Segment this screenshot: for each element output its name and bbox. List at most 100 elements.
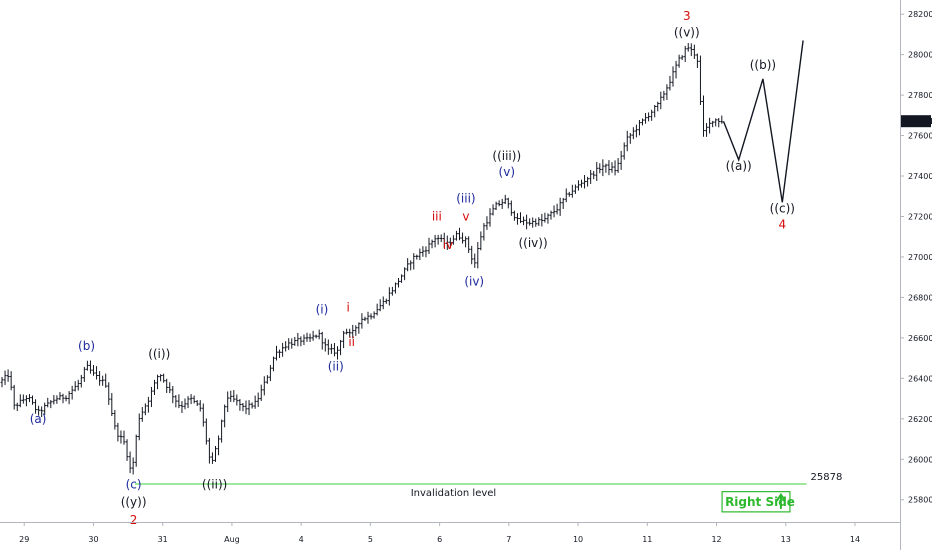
ohlc-bar bbox=[561, 197, 565, 209]
ohlc-bar bbox=[296, 332, 300, 347]
ohlc-bar bbox=[302, 334, 306, 346]
wave-label: 3 bbox=[683, 9, 691, 23]
ohlc-bar bbox=[326, 339, 330, 355]
ohlc-bar bbox=[601, 159, 605, 177]
ohlc-bar bbox=[25, 395, 28, 407]
ohlc-bar bbox=[143, 403, 147, 416]
ohlc-bar bbox=[308, 333, 312, 342]
ohlc-bar bbox=[543, 212, 547, 223]
ohlc-bar bbox=[79, 374, 83, 388]
ohlc-bar bbox=[189, 394, 193, 405]
ohlc-bar bbox=[711, 120, 715, 128]
ohlc-bar bbox=[256, 392, 260, 407]
ohlc-bar bbox=[439, 234, 443, 243]
wave-label: ((ii)) bbox=[202, 478, 227, 492]
wave-label: (a) bbox=[30, 412, 47, 426]
ohlc-bar bbox=[131, 457, 135, 475]
ohlc-bar bbox=[110, 393, 114, 417]
invalidation-label: Invalidation level bbox=[411, 488, 496, 499]
ohlc-bar bbox=[70, 385, 74, 400]
ohlc-bar bbox=[421, 246, 425, 257]
x-tick-label: 29 bbox=[19, 535, 29, 544]
ohlc-bar bbox=[445, 235, 449, 251]
ohlc-bar bbox=[662, 90, 666, 101]
ohlc-bar bbox=[363, 316, 367, 322]
ohlc-bar bbox=[430, 239, 434, 249]
ohlc-bar bbox=[116, 422, 120, 442]
ohlc-bar bbox=[21, 394, 25, 404]
ohlc-bar bbox=[281, 342, 284, 357]
wave-label: ((y)) bbox=[121, 495, 147, 509]
ohlc-bar bbox=[278, 349, 281, 358]
ohlc-bar bbox=[86, 360, 89, 371]
wave-label: ((i)) bbox=[148, 347, 170, 361]
ohlc-bar bbox=[549, 210, 553, 220]
wave-label: (i) bbox=[316, 303, 329, 317]
y-tick-label: 26200 bbox=[908, 415, 932, 424]
wave-label: (iii) bbox=[456, 191, 475, 205]
ohlc-bar bbox=[214, 445, 217, 462]
ohlc-bar bbox=[394, 282, 397, 294]
ohlc-bar bbox=[284, 341, 288, 352]
ohlc-bar bbox=[73, 381, 77, 392]
wave-label: ((b)) bbox=[750, 58, 776, 72]
ohlc-bar bbox=[162, 373, 166, 383]
ohlc-bar bbox=[589, 169, 593, 184]
ohlc-bar bbox=[12, 384, 16, 410]
ohlc-bar bbox=[631, 127, 635, 140]
ohlc-bar bbox=[448, 237, 452, 249]
ohlc-bar bbox=[311, 330, 315, 341]
ohlc-bar bbox=[686, 42, 690, 52]
ohlc-bar bbox=[323, 338, 327, 352]
ohlc-bar bbox=[546, 213, 550, 224]
ohlc-bar bbox=[357, 322, 361, 334]
ohlc-bar bbox=[506, 197, 510, 209]
ohlc-bar bbox=[366, 311, 370, 324]
ohlc-bar bbox=[433, 234, 437, 248]
ohlc-bar bbox=[552, 205, 556, 218]
ohlc-bar bbox=[400, 274, 403, 283]
ohlc-bar bbox=[247, 400, 251, 416]
ohlc-bar bbox=[220, 419, 223, 443]
ohlc-bar bbox=[610, 162, 614, 173]
ohlc-bar bbox=[336, 346, 339, 360]
ohlc-bar bbox=[265, 375, 269, 384]
ohlc-bar bbox=[348, 328, 352, 338]
ohlc-bar bbox=[98, 371, 101, 386]
wave-label: ((iv)) bbox=[518, 236, 547, 250]
ohlc-bar bbox=[125, 439, 129, 461]
ohlc-bar bbox=[555, 203, 559, 215]
ohlc-bar bbox=[387, 287, 391, 306]
ohlc-bar bbox=[61, 393, 65, 404]
y-tick-label: 27200 bbox=[908, 212, 932, 221]
ohlc-bar bbox=[183, 398, 187, 410]
ohlc-bar bbox=[583, 175, 586, 189]
wave-label: ((a)) bbox=[726, 159, 752, 173]
ohlc-bar bbox=[360, 313, 364, 329]
ohlc-bar bbox=[720, 115, 724, 124]
ohlc-bar bbox=[305, 332, 309, 342]
ohlc-bar bbox=[570, 184, 574, 198]
ohlc-bar bbox=[528, 218, 532, 226]
ohlc-bar bbox=[717, 118, 721, 128]
ohlc-bar bbox=[540, 213, 544, 227]
ohlc-bar bbox=[427, 237, 431, 255]
ohlc-bar bbox=[677, 54, 681, 68]
ohlc-bar bbox=[317, 329, 321, 340]
ohlc-bar bbox=[625, 130, 629, 152]
ohlc-bar bbox=[696, 53, 699, 69]
ohlc-bar bbox=[241, 403, 245, 412]
ohlc-bar bbox=[452, 235, 455, 245]
wave-label: ii bbox=[348, 335, 355, 349]
ohlc-bar bbox=[476, 242, 480, 269]
last-price-label: 27671 bbox=[906, 117, 932, 126]
ohlc-bar bbox=[49, 400, 53, 409]
ohlc-bar bbox=[574, 184, 577, 194]
ohlc-bar bbox=[622, 142, 626, 160]
ohlc-bar bbox=[497, 200, 501, 207]
ohlc-bar bbox=[259, 384, 263, 401]
ohlc-bar bbox=[714, 118, 718, 127]
ohlc-bar bbox=[619, 150, 623, 170]
ohlc-bar bbox=[174, 395, 178, 408]
ohlc-bar bbox=[403, 267, 406, 281]
